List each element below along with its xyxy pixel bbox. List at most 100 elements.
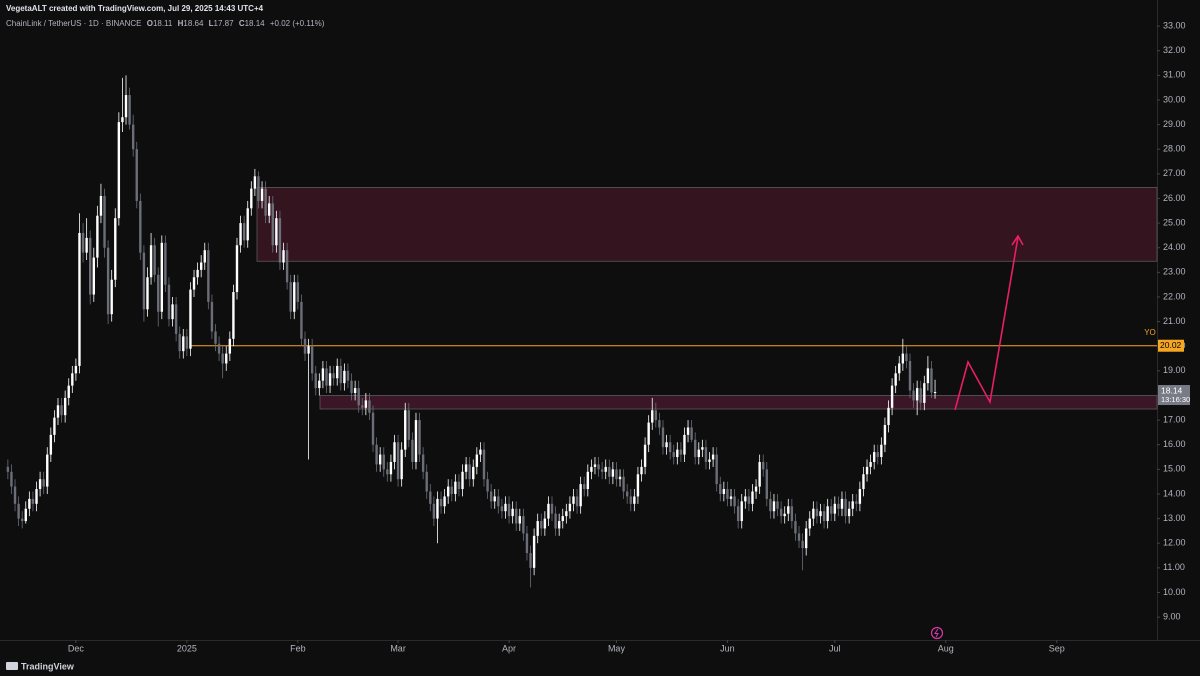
candle-body — [92, 257, 95, 295]
candle-body — [185, 336, 189, 349]
candle-body — [890, 385, 894, 408]
candle-body — [128, 95, 131, 125]
candle-body — [625, 491, 629, 497]
candle-body — [482, 449, 486, 480]
candle-body — [293, 282, 296, 312]
candle-body — [575, 496, 579, 507]
candle-body — [368, 400, 371, 413]
candle-body — [740, 501, 743, 522]
candle-body — [497, 496, 500, 507]
candle-body — [382, 454, 385, 470]
candle-body — [46, 454, 49, 487]
candle-body — [801, 540, 804, 549]
y-tick-label: 26.00 — [1163, 193, 1186, 203]
y-tick-label: 29.00 — [1163, 119, 1186, 129]
event-icon[interactable] — [930, 626, 944, 640]
candle-body — [114, 218, 117, 280]
candle-body — [636, 474, 640, 497]
candle-body — [343, 370, 346, 384]
candle-body — [912, 390, 915, 401]
candle-body — [633, 496, 636, 504]
candle-body — [579, 484, 582, 507]
candle-body — [375, 444, 378, 465]
brand: TradingView — [21, 661, 75, 671]
axes: 33.00 32.00 31.00 30.00 29.00 28.00 27.00 26.00… — [68, 20, 1190, 653]
candle-body — [160, 242, 164, 312]
candle-body — [583, 484, 586, 490]
candle-body — [475, 454, 479, 467]
x-tick-label: Mar — [390, 643, 406, 653]
candle-body — [99, 196, 103, 216]
candle-body — [622, 476, 625, 492]
author-line: VegetaALT created with TradingView.com, … — [6, 4, 264, 13]
candle-body — [815, 508, 819, 517]
symbol: ChainLink / TetherUS · 1D · BINANCE — [6, 19, 142, 28]
candle-body — [457, 481, 461, 490]
candle-body — [715, 454, 718, 485]
candle-body — [268, 203, 271, 216]
candle-body — [640, 466, 643, 475]
candle-body — [797, 533, 801, 541]
x-tick-label: May — [608, 643, 626, 653]
candle-body — [779, 508, 783, 517]
candle-body — [704, 447, 708, 462]
candle-body — [830, 506, 833, 514]
candle-body — [479, 449, 482, 455]
candle-body — [880, 444, 883, 458]
candle-body — [525, 533, 529, 554]
candle-body — [182, 336, 185, 352]
candle-body — [590, 466, 593, 472]
candle-body — [296, 282, 300, 302]
candle-body — [826, 506, 829, 522]
candle-body — [851, 501, 854, 509]
candle-body — [285, 250, 289, 283]
candle-body — [63, 397, 67, 416]
candle-body — [35, 489, 38, 504]
candle-body — [142, 252, 146, 310]
level-price-box — [1158, 339, 1184, 352]
level-price: 20.02 — [1160, 340, 1182, 350]
last-price-box — [1158, 385, 1190, 406]
candle-body — [529, 553, 532, 568]
candle-body — [736, 506, 740, 522]
candle-body — [872, 452, 876, 462]
candle-body — [550, 503, 554, 514]
candle-body — [318, 380, 321, 389]
candle-body — [747, 496, 751, 504]
candle-body — [472, 466, 475, 480]
candle-body — [232, 292, 235, 339]
candle-body — [690, 427, 693, 440]
y-tick-label: 10.00 — [1163, 587, 1186, 597]
key: C — [238, 19, 245, 28]
candle-body — [357, 388, 360, 406]
candle-body — [10, 471, 13, 487]
candle-body — [658, 420, 661, 428]
candle-body — [214, 331, 217, 344]
candle-body — [278, 218, 282, 263]
candle-body — [207, 250, 210, 302]
projection-arrowhead — [1011, 234, 1024, 246]
candle-body — [536, 521, 539, 536]
candle-body — [310, 346, 314, 374]
candle-body — [794, 521, 797, 534]
candle-body — [38, 479, 42, 490]
candle-body — [518, 516, 521, 524]
candle-body — [250, 188, 253, 209]
candle-body — [328, 373, 332, 386]
value: 18.14 — [244, 19, 265, 28]
candle-body — [461, 471, 464, 490]
candle-body — [85, 237, 88, 253]
value: 18.64 — [183, 19, 204, 28]
candle-body — [235, 245, 239, 293]
x-tick-label: Jun — [720, 643, 735, 653]
candle-body — [411, 439, 414, 462]
candle-body — [389, 461, 393, 475]
candle-body — [24, 508, 27, 522]
candle-body — [378, 454, 382, 465]
candle-body — [217, 343, 221, 354]
candle-body — [225, 353, 228, 364]
y-tick-label: 22.00 — [1163, 291, 1186, 301]
candle-body — [719, 484, 722, 494]
candle-body — [353, 388, 357, 394]
countdown: 13:16:30 — [1161, 395, 1190, 404]
